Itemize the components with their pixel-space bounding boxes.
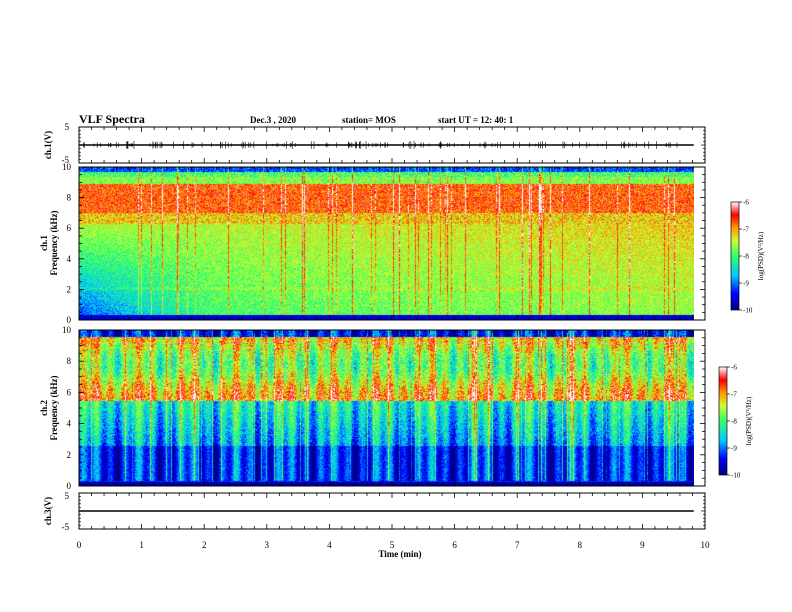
- ch1-waveform-xticks: [78, 126, 706, 164]
- ch2-colorbar: [718, 366, 728, 476]
- ch1-colorbar-tick-label: -9: [743, 280, 749, 288]
- ch3-waveform-panel: 5 -5 ch.3(V) 0 1 2 3 4 5 6 7 8 9 10 Time (min): [43, 491, 710, 559]
- ch1-waveform-ylabel: ch.1(V): [43, 131, 53, 159]
- time-tick-label: 7: [515, 540, 520, 550]
- ch2-colorbar-tick-label: -8: [731, 418, 737, 426]
- ch1-spectrogram-ylabel-1: ch.1: [39, 235, 49, 251]
- ch2-spectrogram-ylabel-1: ch.2: [39, 400, 49, 416]
- ch1-spectrogram-ylabel-2: Frequency (kHz): [49, 210, 59, 275]
- ch2-spectrogram-ylabel-2: Frequency (kHz): [49, 375, 59, 440]
- ch2-spectrogram-ytick-label: 4: [67, 419, 72, 429]
- ch1-spectrogram-ytick-label: 8: [67, 193, 72, 203]
- time-tick-label: 6: [452, 540, 457, 550]
- ch1-colorbar-tick-label: -8: [743, 253, 749, 261]
- ch2-colorbar-tick-label: -9: [731, 445, 737, 453]
- time-tick-label: 0: [77, 540, 82, 550]
- ch2-colorbar-label: log(PSD)(V²/Hz): [745, 396, 753, 445]
- ch2-colorbar-tick-label: -6: [731, 364, 737, 372]
- ch3-ytick-bottom: -5: [62, 522, 70, 532]
- figure-title: VLF Spectra: [79, 112, 145, 126]
- ch1-spectrogram-ytick-label: 2: [67, 284, 72, 294]
- ch1-spectrogram-ytick-label: 0: [67, 315, 72, 325]
- ch2-spectrogram-panel: 0 2 4 6 8 10 ch.2 Frequency (kHz) -6 -7 -8 -9 -10…: [39, 325, 753, 491]
- time-tick-label: 10: [701, 540, 711, 550]
- time-tick-label: 5: [390, 540, 395, 550]
- ch2-spectrogram-ytick-label: 2: [67, 450, 72, 460]
- ch1-spectrogram-image: [79, 167, 694, 320]
- ch3-waveform-xticks: [78, 492, 706, 530]
- time-axis-title: Time (min): [378, 549, 421, 559]
- ch1-colorbar-tick-label: -7: [743, 226, 749, 234]
- ch3-waveform-ylabel: ch.3(V): [43, 497, 53, 525]
- ch1-waveform-panel: 5 -5 ch.1(V): [43, 122, 706, 165]
- ch2-spectrogram-yticks: 0 2 4 6 8 10: [62, 325, 705, 491]
- ch2-colorbar-tick-label: -10: [731, 472, 741, 480]
- ch2-spectrogram-ytick-label: 0: [67, 481, 72, 491]
- time-tick-label: 1: [139, 540, 144, 550]
- ch1-ytick-bottom: -5: [62, 155, 70, 165]
- time-axis-labels: 0 1 2 3 4 5 6 7 8 9 10: [77, 540, 710, 550]
- ch1-colorbar-tick-label: -6: [743, 199, 749, 207]
- ch1-spectrogram-xticks: [78, 167, 706, 320]
- time-tick-label: 4: [327, 540, 332, 550]
- ch1-colorbar: [730, 201, 740, 311]
- ch2-colorbar-ticks: -6 -7 -8 -9 -10: [727, 364, 741, 480]
- ch1-spectrogram-yticks: 0 2 4 6 8 10: [62, 162, 705, 325]
- ch2-colorbar-tick-label: -7: [731, 391, 737, 399]
- ch1-spectrogram-ytick-label: 4: [67, 254, 72, 264]
- ch2-spectrogram-ytick-label: 6: [67, 387, 72, 397]
- ch1-spectrogram-ytick-label: 6: [67, 223, 72, 233]
- ch2-spectrogram-image: [79, 330, 694, 486]
- ch2-spectrogram-xticks: [78, 330, 706, 486]
- ch1-colorbar-label: log(PSD)(V²/Hz): [757, 231, 765, 280]
- time-tick-label: 8: [578, 540, 583, 550]
- ch2-spectrogram-ytick-label: 10: [62, 325, 72, 335]
- ch1-trace-group: [79, 141, 694, 149]
- ch1-colorbar-tick-label: -10: [743, 307, 753, 315]
- date-label: Dec.3 , 2020: [250, 115, 296, 125]
- station-label: station= MOS: [342, 115, 396, 125]
- ch1-spectrogram-panel: 0 2 4 6 8 10 ch.1 Frequency (kHz) -6 -7 -8 -9 -10…: [39, 162, 765, 325]
- start-time-label: start UT = 12: 40: 1: [438, 115, 514, 125]
- time-tick-label: 2: [202, 540, 207, 550]
- ch1-ytick-top: 5: [65, 122, 70, 132]
- time-tick-label: 9: [640, 540, 645, 550]
- ch3-ytick-top: 5: [65, 491, 70, 501]
- time-tick-label: 3: [265, 540, 270, 550]
- ch1-colorbar-ticks: -6 -7 -8 -9 -10: [739, 199, 753, 315]
- ch2-spectrogram-ytick-label: 8: [67, 356, 72, 366]
- ch1-spectrogram-ytick-label: 10: [62, 162, 72, 172]
